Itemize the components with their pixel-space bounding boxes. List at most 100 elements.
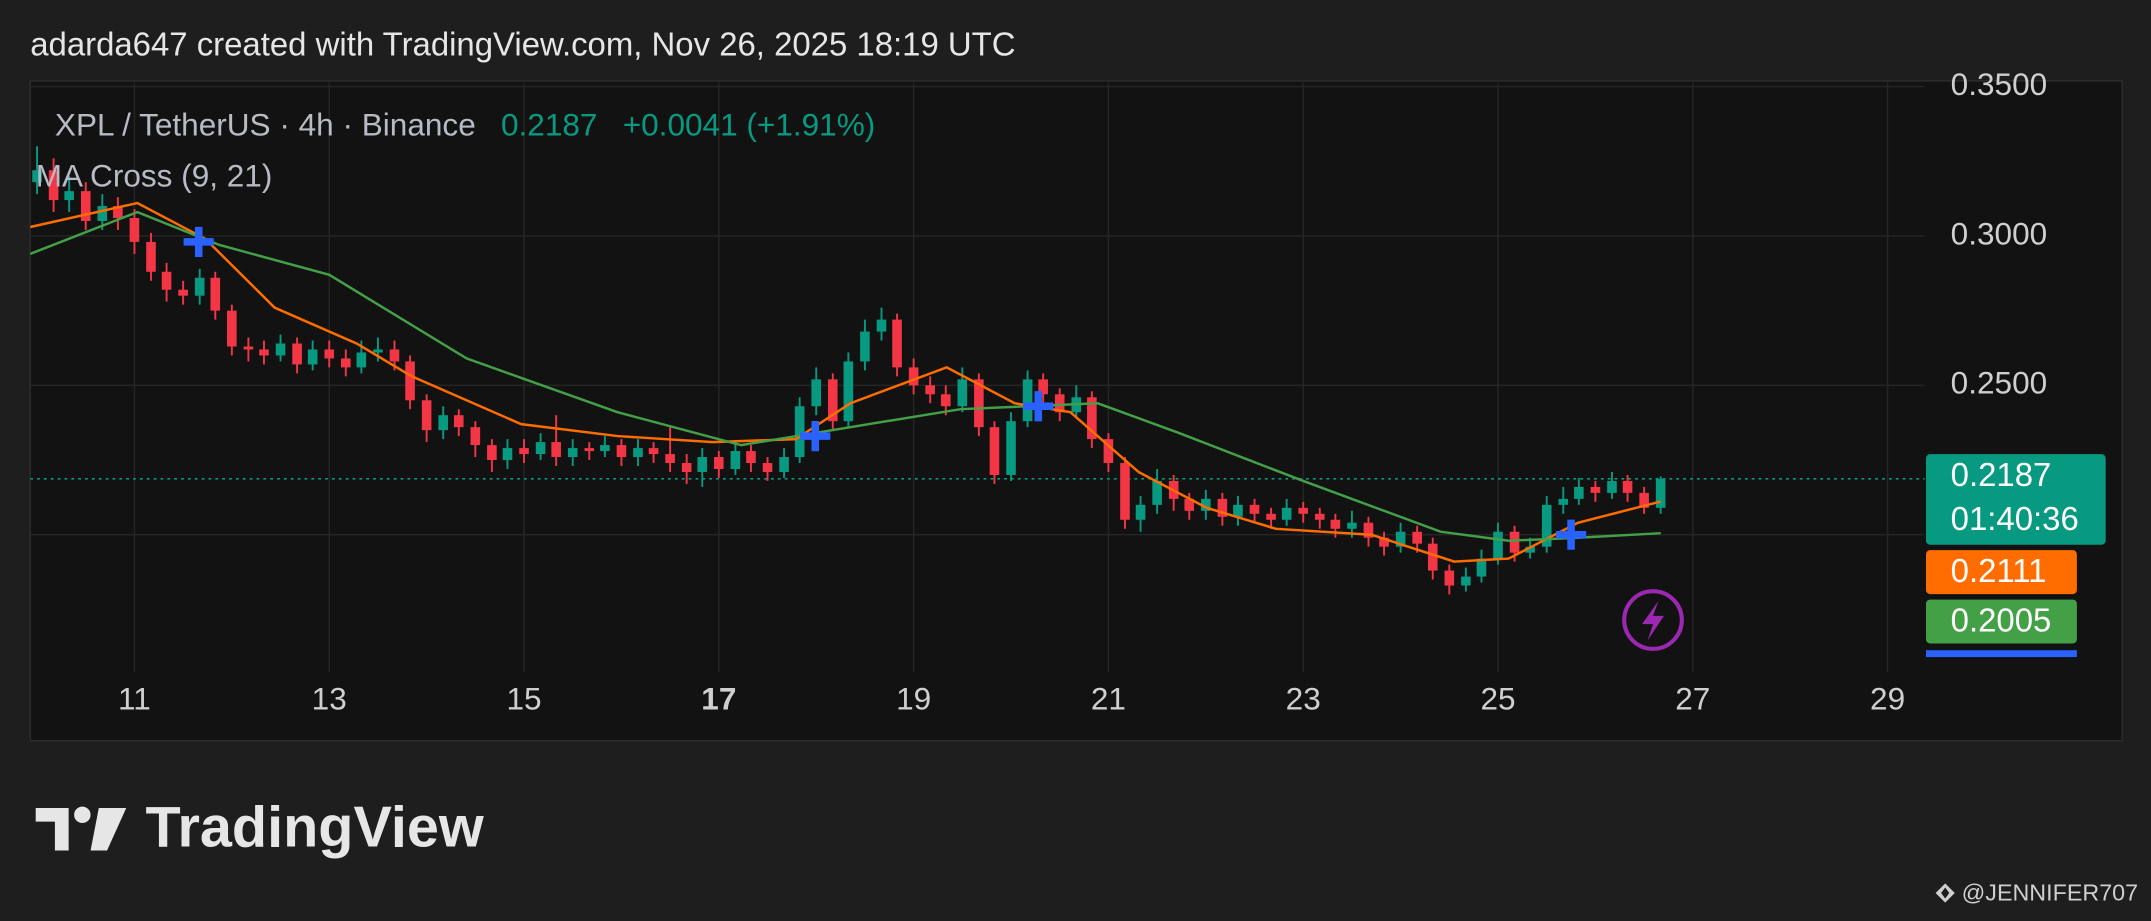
x-tick-label: 21 [1091,680,1126,716]
watermark: @JENNIFER707 [1962,880,2138,906]
candle-body [1541,504,1552,547]
candle-body [438,415,448,431]
candle-body [1590,486,1601,493]
candle-body [843,361,854,422]
legend-change: +0.0041 (+1.91%) [623,107,876,143]
logo-text: TradingView [145,796,483,860]
price-tag [1925,550,2077,595]
candle-body [113,206,123,219]
candle-body [535,442,546,455]
candle-body [600,445,610,452]
candle-body [487,445,497,461]
candle-body [957,379,968,407]
axes: 0.2500 0.3000 0.3500 11 13 15 17 19 21 23 25 27 29 0.… [118,66,2106,716]
logo-mark-c [90,807,127,851]
candle-body [908,367,919,386]
x-tick-label: 19 [896,680,931,716]
candle-body [292,343,302,365]
candle-body [681,463,692,472]
candle-body [762,463,773,472]
price-tag-label: 0.2111 [1951,552,2047,589]
candle-body [227,310,237,347]
candle-body [324,349,335,359]
candle-body [307,349,318,365]
candle-body [146,241,156,272]
candle-body [1249,504,1260,514]
candle-body [1038,379,1048,395]
candle-body [161,271,172,290]
candle-body [1217,498,1228,517]
candle-body [925,385,935,395]
candle-body [275,343,286,356]
candle-body [648,448,659,455]
candle-body [1266,513,1276,520]
candle-body [259,349,269,356]
candle-body [1233,504,1243,517]
legend-price: 0.2187 [501,107,597,143]
y-tick-label: 0.2500 [1951,365,2047,401]
x-tick-label: 11 [118,680,151,716]
candle-body [730,451,741,469]
candle-body [1184,498,1195,511]
candle-body [1103,439,1114,464]
candle-body [389,349,400,362]
logo-mark-a [35,807,69,851]
candle-body [697,457,708,472]
candle-body [567,448,578,458]
candle-body [827,379,838,422]
x-tick-label: 13 [312,680,347,716]
plot [30,146,1925,595]
y-tick-label: 0.3500 [1951,66,2047,102]
candle-body [1639,492,1649,508]
candle-body [421,400,432,431]
cross-marker [800,421,831,452]
x-tick-label: 29 [1870,680,1905,716]
candle-body [940,394,951,407]
alert-icon[interactable] [1622,589,1684,651]
candle-body [876,319,887,332]
x-tick-label: 27 [1675,680,1710,716]
candle-body [1461,576,1471,586]
candle-body [64,191,74,201]
y-tick-label: 0.3000 [1951,215,2047,251]
candle-body [1281,507,1292,520]
candle-body [373,349,383,353]
candle-body [1135,504,1146,520]
candle-body [1412,531,1422,544]
candle-body [1201,498,1211,511]
candle-body [32,170,42,183]
candle-body [1427,543,1438,571]
candle-body [1493,531,1503,559]
candle-body [340,358,351,368]
candle-body [714,457,724,469]
x-tick-label: 17 [701,680,736,716]
candle-body [746,451,756,464]
hidden-tag [1925,650,2077,658]
candle-body [551,442,561,458]
candle-body [1655,478,1666,508]
logo: TradingView [35,796,484,860]
alert-bolt[interactable] [1642,600,1664,641]
candle-body [1379,537,1389,547]
candle-body [1444,570,1455,586]
candle-body [1087,397,1097,440]
legend-line: XPL / TetherUS · 4h · Binance 0.2187 +0.… [55,107,875,143]
candle-body [1558,498,1569,505]
x-tick-label: 23 [1286,680,1321,716]
candle-body [502,448,513,461]
candle-body [194,277,205,296]
cross-marker [183,226,214,258]
watermark-icon [1935,883,1955,903]
candle-body [1476,558,1487,577]
candle-body [1298,507,1309,514]
candle-body [178,289,188,296]
x-tick-label: 15 [506,680,541,716]
candle-body [974,379,984,428]
price-tag [1925,599,2077,644]
candle-body [989,427,1000,475]
candle-body [519,448,529,455]
alert-circle[interactable] [1622,589,1684,651]
candle-body [453,415,464,428]
candle-body [1622,480,1633,493]
